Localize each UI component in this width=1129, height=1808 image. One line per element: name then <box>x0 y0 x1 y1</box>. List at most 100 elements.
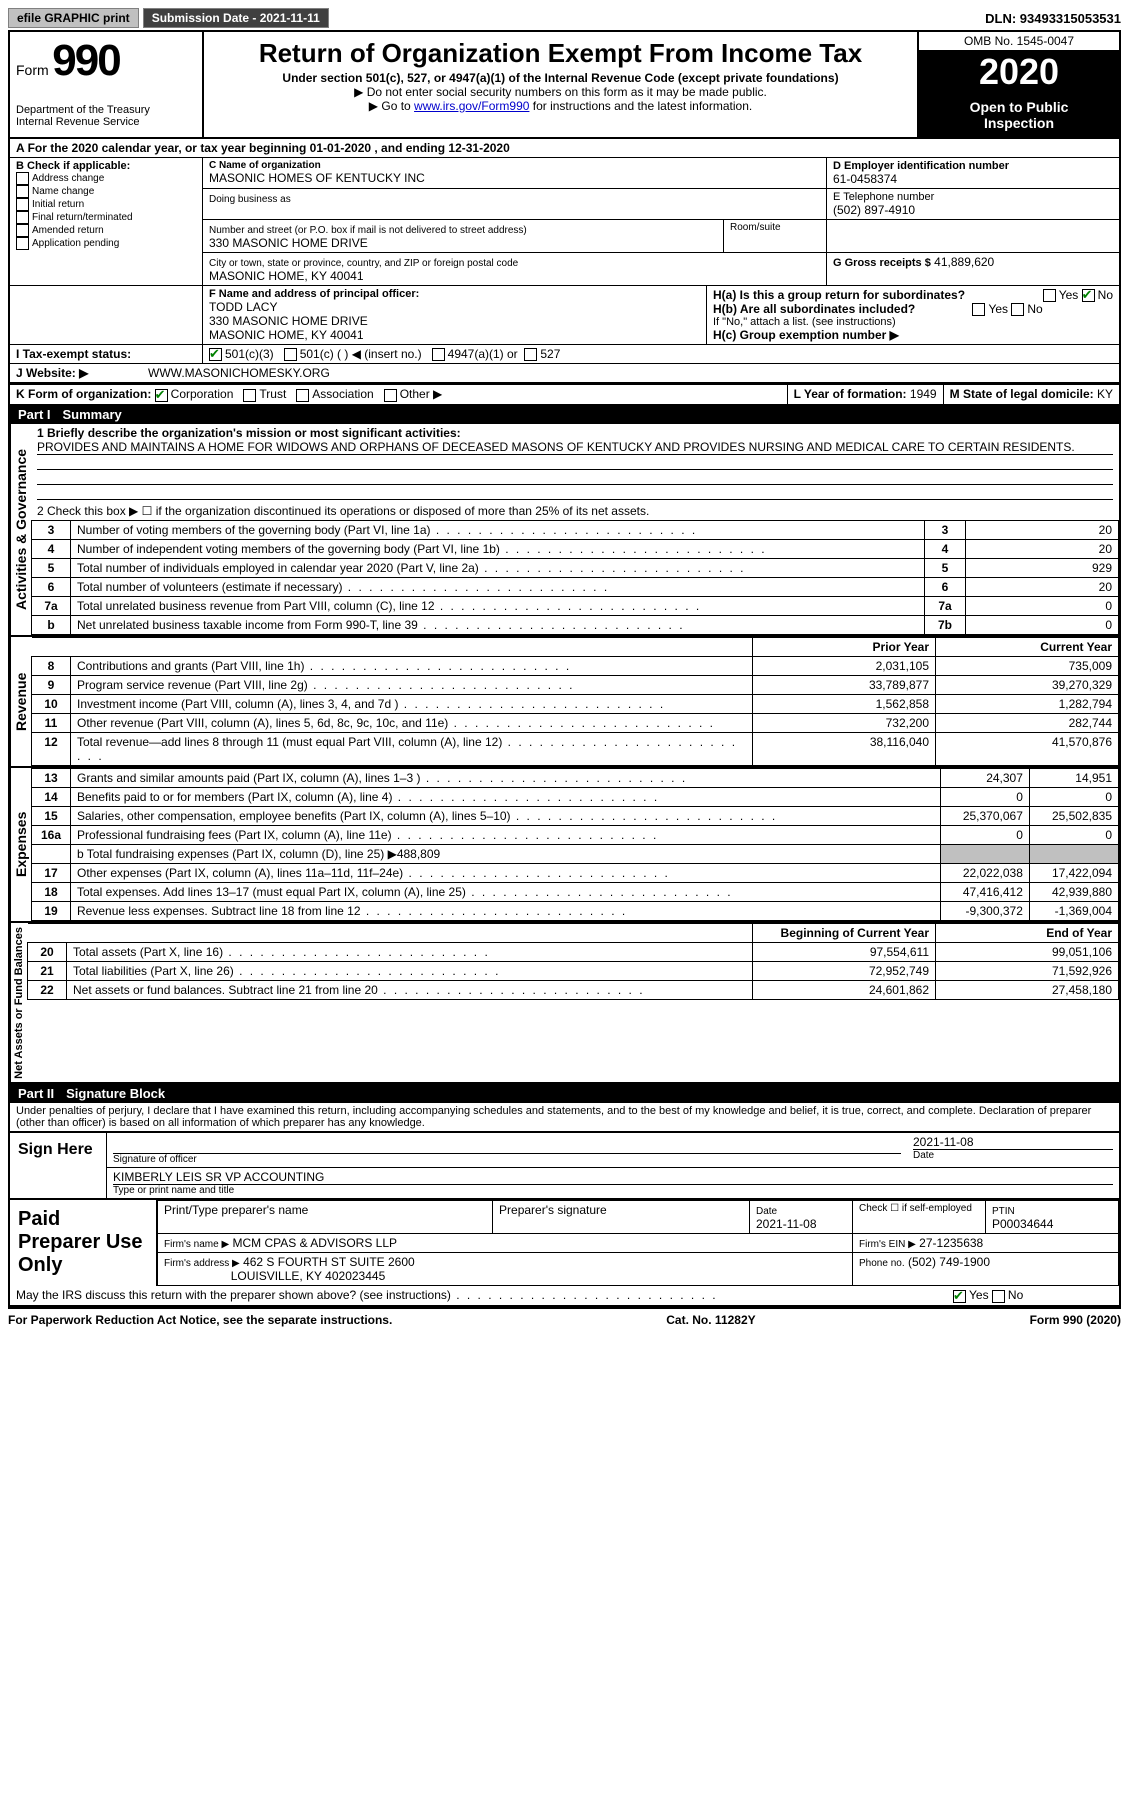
opt-501c: 501(c) ( ) ◀ (insert no.) <box>300 347 422 361</box>
b-option: Name change <box>16 185 196 198</box>
vlabel-exp: Expenses <box>10 768 31 921</box>
prep-col1: Print/Type preparer's name <box>158 1201 493 1234</box>
table-row: 15Salaries, other compensation, employee… <box>32 806 1119 825</box>
goto-post: for instructions and the latest informat… <box>529 99 752 113</box>
discuss-yes-checkbox[interactable] <box>953 1290 966 1303</box>
firm-addr2: LOUISVILLE, KY 402023445 <box>231 1269 386 1283</box>
table-row: 10Investment income (Part VIII, column (… <box>32 694 1119 713</box>
l-label: L Year of formation: <box>794 387 907 401</box>
dba-label: Doing business as <box>209 194 291 205</box>
table-row: 22Net assets or fund balances. Subtract … <box>28 980 1119 999</box>
line1-label: 1 Briefly describe the organization's mi… <box>37 426 1113 440</box>
street-address: 330 MASONIC HOME DRIVE <box>209 236 368 250</box>
open-public-1: Open to Public <box>923 99 1115 115</box>
discuss-no-checkbox[interactable] <box>992 1290 1005 1303</box>
hb-no-checkbox[interactable] <box>1011 303 1024 316</box>
submission-date-button[interactable]: Submission Date - 2021-11-11 <box>143 8 329 28</box>
k-checkbox[interactable] <box>155 389 168 402</box>
part2-header: Part II Signature Block <box>10 1084 1119 1103</box>
b-checkbox[interactable] <box>16 185 29 198</box>
k-checkbox[interactable] <box>384 389 397 402</box>
ha-yes-checkbox[interactable] <box>1043 289 1056 302</box>
k-checkbox[interactable] <box>243 389 256 402</box>
open-public-2: Inspection <box>923 115 1115 131</box>
b-option: Initial return <box>16 198 196 211</box>
penalty-statement: Under penalties of perjury, I declare th… <box>10 1103 1119 1131</box>
tax-year: 2020 <box>919 51 1119 93</box>
table-row: 4Number of independent voting members of… <box>32 539 1119 558</box>
sign-here-label: Sign Here <box>10 1133 107 1198</box>
h-c: H(c) Group exemption number ▶ <box>713 328 1113 342</box>
h-a: H(a) Is this a group return for subordin… <box>713 288 1113 302</box>
form-header: Form 990 Department of the Treasury Inte… <box>10 32 1119 139</box>
h-a-text: H(a) Is this a group return for subordin… <box>713 288 965 302</box>
501c3-checkbox[interactable] <box>209 348 222 361</box>
b-checkbox[interactable] <box>16 211 29 224</box>
goto-instruction: ▶ Go to www.irs.gov/Form990 for instruct… <box>212 99 909 113</box>
b-option: Address change <box>16 172 196 185</box>
f-label: F Name and address of principal officer: <box>209 288 700 300</box>
g-label: G Gross receipts $ <box>833 257 931 269</box>
paid-preparer-label: Paid Preparer Use Only <box>10 1200 157 1286</box>
sign-here-block: Sign Here Signature of officer 2021-11-0… <box>10 1131 1119 1198</box>
b-checkbox[interactable] <box>16 172 29 185</box>
no-label: No <box>1098 288 1113 302</box>
b-checkbox[interactable] <box>16 198 29 211</box>
line-a: A For the 2020 calendar year, or tax yea… <box>10 139 1119 157</box>
b-label: B Check if applicable: <box>16 160 196 172</box>
b-checkbox[interactable] <box>16 237 29 250</box>
501c-checkbox[interactable] <box>284 348 297 361</box>
b-checkbox[interactable] <box>16 224 29 237</box>
ptin-label: PTIN <box>992 1206 1015 1217</box>
527-checkbox[interactable] <box>524 348 537 361</box>
table-row: 3Number of voting members of the governi… <box>32 520 1119 539</box>
form990-link[interactable]: www.irs.gov/Form990 <box>414 99 529 113</box>
table-row: 20Total assets (Part X, line 16)97,554,6… <box>28 942 1119 961</box>
dept-treasury: Department of the Treasury <box>16 104 196 116</box>
blank-line-1 <box>37 455 1113 470</box>
table-header-row: Prior YearCurrent Year <box>32 637 1119 656</box>
4947-checkbox[interactable] <box>432 348 445 361</box>
efile-print-button[interactable]: efile GRAPHIC print <box>8 8 139 28</box>
opt-527: 527 <box>540 347 560 361</box>
d-label: D Employer identification number <box>833 160 1113 172</box>
city-label: City or town, state or province, country… <box>209 258 518 269</box>
hb-yes-checkbox[interactable] <box>972 303 985 316</box>
part1-header: Part I Summary <box>10 405 1119 424</box>
firm-ein: 27-1235638 <box>919 1236 983 1250</box>
form-frame: Form 990 Department of the Treasury Inte… <box>8 30 1121 1309</box>
table-row: 13Grants and similar amounts paid (Part … <box>32 768 1119 787</box>
h-b: H(b) Are all subordinates included? Yes … <box>713 302 1113 316</box>
website-label: Website: ▶ <box>26 366 88 380</box>
b-options: Address changeName changeInitial returnF… <box>16 172 196 250</box>
discuss-question: May the IRS discuss this return with the… <box>16 1288 451 1302</box>
year-formation: 1949 <box>910 387 937 401</box>
h-b-note: If "No," attach a list. (see instruction… <box>713 316 1113 328</box>
table-row: bNet unrelated business taxable income f… <box>32 615 1119 634</box>
ha-no-checkbox[interactable] <box>1082 289 1095 302</box>
org-name: MASONIC HOMES OF KENTUCKY INC <box>209 171 808 185</box>
i-label: I Tax-exempt status: <box>10 345 203 363</box>
table-header-row: Beginning of Current YearEnd of Year <box>28 923 1119 942</box>
vlabel-rev: Revenue <box>10 637 31 766</box>
footer-right: Form 990 (2020) <box>1030 1313 1121 1327</box>
blank-line-3 <box>37 485 1113 500</box>
firm-addr-label: Firm's address ▶ <box>164 1258 240 1269</box>
form-number: 990 <box>52 36 119 85</box>
omb-number: OMB No. 1545-0047 <box>919 32 1119 51</box>
k-checkbox[interactable] <box>296 389 309 402</box>
table-row: 19Revenue less expenses. Subtract line 1… <box>32 901 1119 920</box>
discuss-no: No <box>1008 1288 1023 1302</box>
c-name-label: C Name of organization <box>209 160 808 171</box>
part2-num: Part II <box>18 1086 54 1101</box>
prep-date: 2021-11-08 <box>756 1217 817 1231</box>
phone-label: Phone no. <box>859 1258 905 1269</box>
sign-date: 2021-11-08 <box>913 1135 1113 1149</box>
yes-label2: Yes <box>988 302 1008 316</box>
phone-value: (502) 749-1900 <box>908 1255 990 1269</box>
table-row: 11Other revenue (Part VIII, column (A), … <box>32 713 1119 732</box>
k-option: Corporation <box>155 387 240 401</box>
officer-addr1: 330 MASONIC HOME DRIVE <box>209 314 700 328</box>
opt-4947: 4947(a)(1) or <box>448 347 518 361</box>
topbar: efile GRAPHIC print Submission Date - 20… <box>8 8 1121 28</box>
